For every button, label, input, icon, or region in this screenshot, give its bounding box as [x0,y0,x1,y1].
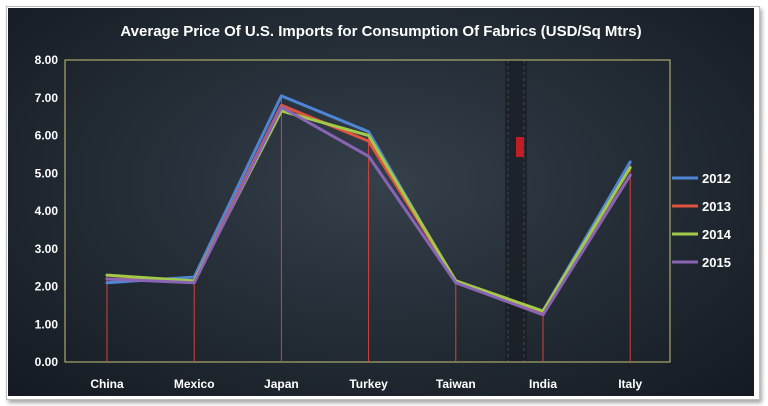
y-tick-labels: 0.00 1.00 2.00 3.00 4.00 5.00 6.00 7.00 8.00 [35,53,59,369]
drop-lines [106,95,631,362]
legend-label-2013: 2013 [702,199,731,214]
line-chart: Average Price Of U.S. Imports for Consum… [35,23,732,391]
series-line-2015 [105,105,632,317]
x-tick-label: China [90,377,124,391]
chart-panel: Average Price Of U.S. Imports for Consum… [8,8,754,396]
y-tick-label: 3.00 [35,242,59,256]
x-tick-labels: China Mexico Japan Turkey Taiwan India Italy [90,377,642,391]
legend: 2012 2013 2014 2015 [672,171,732,270]
chart-title: Average Price Of U.S. Imports for Consum… [120,23,641,40]
axes-group [64,59,671,363]
x-tick-label: India [529,377,557,391]
seam-decoration [505,60,527,362]
x-tick-label: Taiwan [436,377,476,391]
y-tick-label: 5.00 [35,166,59,180]
y-tick-label: 0.00 [35,355,59,369]
series-group [105,94,632,317]
legend-label-2015: 2015 [702,255,731,270]
y-tick-label: 1.00 [35,317,59,331]
y-tick-label: 8.00 [35,53,59,67]
x-tick-label: Turkey [349,377,388,391]
y-tick-label: 2.00 [35,280,59,294]
y-tick-label: 4.00 [35,204,59,218]
y-tick-label: 7.00 [35,91,59,105]
x-tick-label: Mexico [174,377,215,391]
x-tick-label: Italy [618,377,642,391]
x-tick-label: Japan [264,377,299,391]
y-tick-label: 6.00 [35,129,59,143]
plot-area-border [64,59,671,363]
legend-label-2014: 2014 [702,227,732,242]
legend-label-2012: 2012 [702,171,731,186]
